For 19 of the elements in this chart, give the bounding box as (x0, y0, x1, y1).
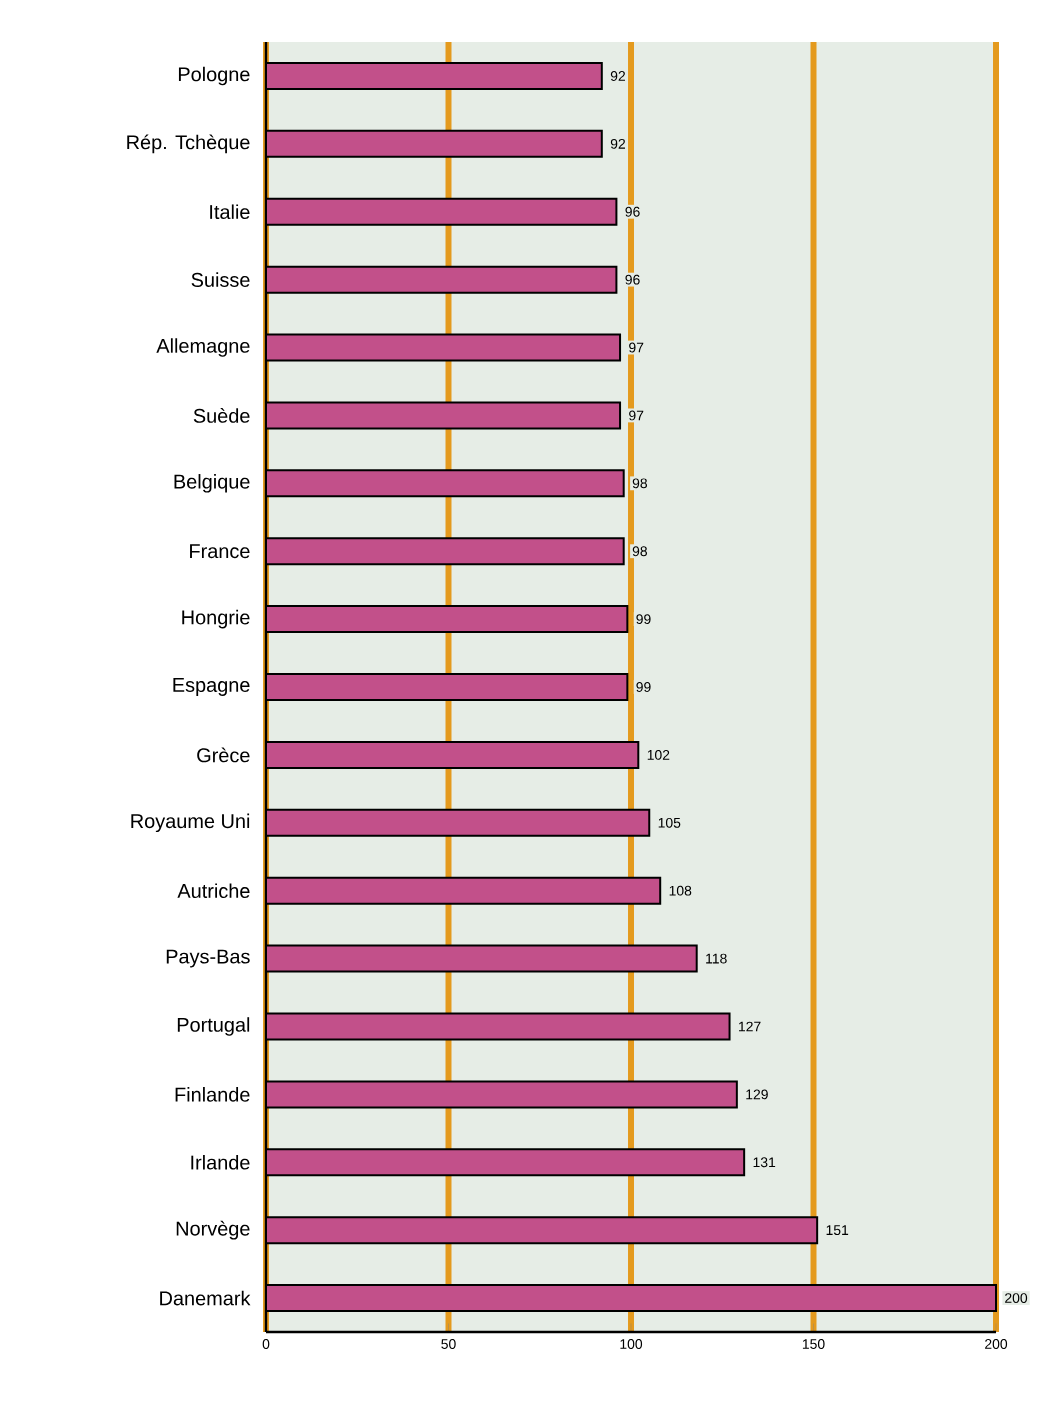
y-tick-label: Belgique (174, 474, 250, 493)
y-tick-label: Italie (210, 204, 250, 220)
y-tick-label: Portugal (177, 1017, 250, 1036)
y-tick-label: Pologne (178, 66, 250, 86)
y-tick-label: Hongrie (182, 609, 250, 629)
y-tick-label: France (190, 544, 250, 559)
y-tick-label: Suisse (191, 272, 250, 287)
y-tick-label: Rép. Tchèque (127, 134, 250, 154)
y-tick-label: Pays-Bas (166, 949, 250, 968)
y-tick-label: Danemark (160, 1290, 251, 1306)
y-tick-label: Autriche (177, 883, 250, 898)
y-tick-label: Norvège (176, 1220, 250, 1240)
y-tick-label: Finlande (175, 1087, 250, 1102)
y-tick-label: Suède (193, 407, 250, 423)
y-tick-label: Grèce (197, 747, 250, 763)
y-tick-label: Espagne (173, 678, 250, 696)
y-tick-label: Irlande (191, 1154, 250, 1170)
y-tick-label: Royaume Uni (131, 813, 250, 833)
y-tick-label: Allemagne (156, 338, 250, 357)
